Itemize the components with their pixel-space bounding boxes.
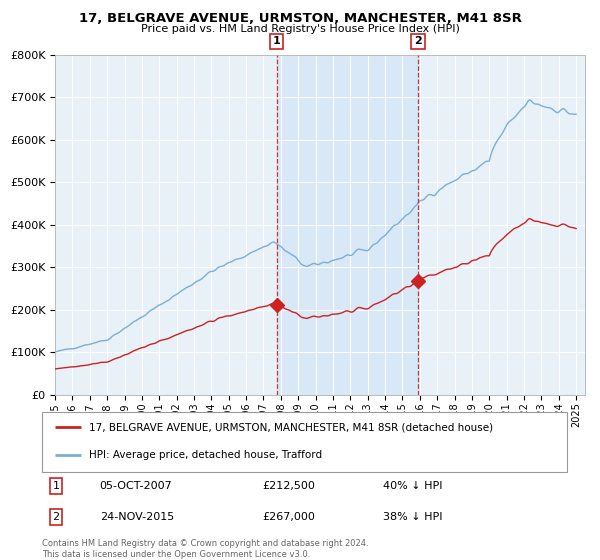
Text: 17, BELGRAVE AVENUE, URMSTON, MANCHESTER, M41 8SR: 17, BELGRAVE AVENUE, URMSTON, MANCHESTER… [79,12,521,25]
FancyBboxPatch shape [42,412,567,472]
Text: 38% ↓ HPI: 38% ↓ HPI [383,512,443,522]
Text: HPI: Average price, detached house, Trafford: HPI: Average price, detached house, Traf… [89,450,322,460]
Text: 24-NOV-2015: 24-NOV-2015 [100,512,174,522]
Text: 1: 1 [273,36,281,46]
Text: 2: 2 [414,36,422,46]
Text: £267,000: £267,000 [263,512,316,522]
Text: Price paid vs. HM Land Registry's House Price Index (HPI): Price paid vs. HM Land Registry's House … [140,24,460,34]
Text: 1: 1 [53,481,59,491]
Bar [277,55,418,395]
Text: 17, BELGRAVE AVENUE, URMSTON, MANCHESTER, M41 8SR (detached house): 17, BELGRAVE AVENUE, URMSTON, MANCHESTER… [89,422,493,432]
Text: Contains HM Land Registry data © Crown copyright and database right 2024.
This d: Contains HM Land Registry data © Crown c… [42,539,368,559]
Text: 40% ↓ HPI: 40% ↓ HPI [383,481,443,491]
Text: £212,500: £212,500 [263,481,316,491]
Text: 2: 2 [53,512,59,522]
Text: 05-OCT-2007: 05-OCT-2007 [100,481,173,491]
